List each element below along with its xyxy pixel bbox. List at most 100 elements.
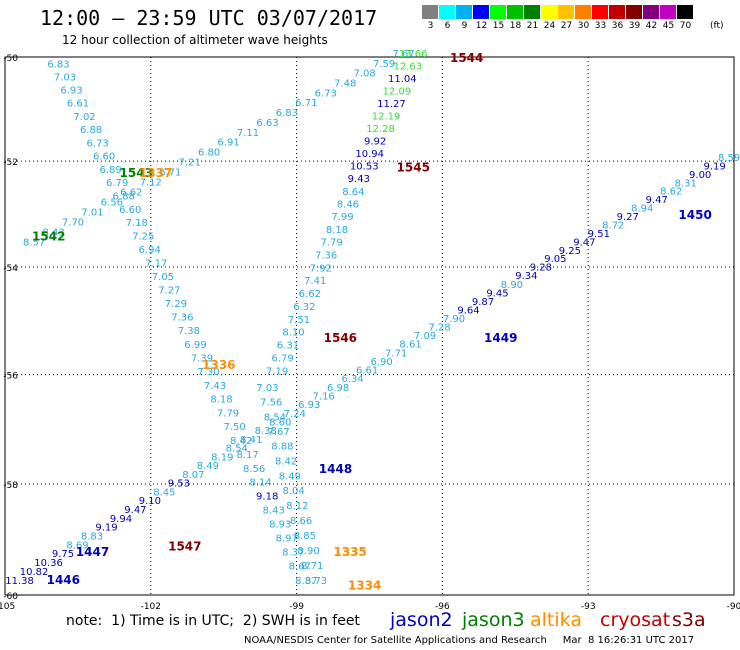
wave-height-label: 7.09 — [414, 331, 436, 342]
scale-swatch — [422, 5, 439, 19]
wave-height-label: 7.27 — [158, 285, 180, 296]
wave-height-label: 7.99 — [331, 212, 353, 223]
wave-height-label: 8.88 — [271, 442, 293, 453]
wave-height-label: 8.69 — [66, 540, 88, 551]
wave-height-label: 9.18 — [256, 492, 278, 503]
wave-height-label: 9.10 — [139, 496, 161, 507]
wave-height-label: 6.71 — [295, 98, 317, 109]
wave-height-label: 9.34 — [515, 271, 537, 282]
wave-height-label: 13.66 — [399, 49, 428, 60]
scale-cell: 36 — [609, 5, 626, 31]
wave-height-label: 7.56 — [260, 398, 282, 409]
wave-height-label: 10.53 — [350, 162, 379, 173]
wave-height-label: 8.49 — [197, 461, 219, 472]
scale-label: 33 — [594, 21, 607, 31]
wave-height-label: 6.83 — [276, 108, 298, 119]
pass-number-label: 1546 — [324, 331, 357, 345]
scale-label: 42 — [645, 21, 658, 31]
wave-height-label: 8.83 — [81, 531, 103, 542]
scale-label: 24 — [543, 21, 556, 31]
wave-height-label: 11.04 — [388, 74, 417, 85]
wave-height-label: 8.61 — [399, 340, 421, 351]
wave-height-label: 6.62 — [299, 289, 321, 300]
pass-number-label: 1544 — [450, 51, 483, 65]
wave-height-label: 7.51 — [288, 315, 310, 326]
wave-height-label: 8.04 — [282, 486, 304, 497]
wave-height-label: 7.21 — [179, 158, 201, 169]
scale-label: 9 — [461, 21, 468, 31]
wave-height-label: 6.31 — [277, 341, 299, 352]
wave-height-label: 8.59 — [718, 153, 740, 164]
scale-swatch — [473, 5, 490, 19]
wave-height-label: 12.63 — [393, 61, 422, 72]
wave-height-label: 6.60 — [119, 205, 141, 216]
scale-swatch — [609, 5, 626, 19]
wave-height-label: 11.27 — [377, 99, 406, 110]
wave-height-label: 8.19 — [211, 452, 233, 463]
wave-height-label: 7.79 — [217, 408, 239, 419]
wave-height-label: 9.27 — [617, 212, 639, 223]
scale-cell: 21 — [524, 5, 541, 31]
wave-height-label: 7.38 — [178, 326, 200, 337]
pass-number-label: 1543 — [120, 166, 153, 180]
wave-height-label: 8.37 — [295, 576, 317, 587]
scale-cell: 3 — [422, 5, 439, 31]
wave-height-label: 7.71 — [385, 348, 407, 359]
lat-tick-label: -52 — [3, 158, 18, 168]
pass-number-label: 1547 — [168, 539, 201, 553]
scale-cell: 18 — [507, 5, 524, 31]
wave-height-label: 9.92 — [364, 136, 386, 147]
wave-height-label: 9.05 — [544, 254, 566, 265]
wave-height-label: 8.46 — [337, 200, 359, 211]
scale-cell: 39 — [626, 5, 643, 31]
pass-number-label: 1449 — [484, 331, 517, 345]
legend-entry: jason3 — [462, 609, 525, 631]
wave-height-label: 6.61 — [356, 366, 378, 377]
wave-height-label: 8.54 — [226, 444, 248, 455]
wave-height-label: 8.72 — [602, 220, 624, 231]
pass-number-label: 1336 — [202, 358, 235, 372]
scale-label: 3 — [427, 21, 434, 31]
wave-height-label: 7.25 — [132, 232, 154, 243]
wave-height-label: 6.90 — [370, 357, 392, 368]
pass-number-label: 1334 — [348, 578, 381, 592]
wave-height-label: 6.32 — [293, 302, 315, 313]
wave-height-label: 8.94 — [631, 204, 653, 215]
wave-height-label: 6.88 — [113, 191, 135, 202]
wave-height-label: 8.90 — [297, 546, 319, 557]
wave-height-label: 7.36 — [171, 313, 193, 324]
lon-tick-label: -102 — [141, 602, 161, 612]
wave-height-label: 7.08 — [354, 69, 376, 80]
scale-label: 70 — [679, 21, 692, 31]
lon-tick-label: -105 — [0, 602, 15, 612]
wave-height-label: 8.64 — [342, 187, 364, 198]
scale-swatch — [677, 5, 694, 19]
wave-height-label: 6.80 — [198, 148, 220, 159]
wave-height-label: 7.67 — [392, 49, 414, 60]
wave-height-label: 7.16 — [313, 391, 335, 402]
scale-cell: 15 — [490, 5, 507, 31]
wave-height-label: 8.38 — [255, 426, 277, 437]
scale-swatch — [456, 5, 473, 19]
scale-swatch — [643, 5, 660, 19]
scale-cell: 33 — [592, 5, 609, 31]
scale-swatch — [626, 5, 643, 19]
wave-height-label: 7.17 — [145, 258, 167, 269]
wave-height-label: 7.50 — [223, 422, 245, 433]
wave-height-label: 8.43 — [263, 506, 285, 517]
wave-height-label: 6.34 — [342, 374, 364, 385]
wave-height-label: 9.43 — [348, 174, 370, 185]
lat-tick-label: -58 — [3, 481, 18, 491]
scale-label: 36 — [611, 21, 624, 31]
wave-height-label: 8.49 — [279, 471, 301, 482]
wave-height-label: 7.03 — [256, 383, 278, 394]
wave-height-label: 6.71 — [159, 168, 181, 179]
wave-height-label: 6.56 — [101, 198, 123, 209]
scale-cell: 12 — [473, 5, 490, 31]
wave-height-label: 7.67 — [268, 427, 290, 438]
wave-height-label: 9.94 — [110, 514, 132, 525]
lon-tick-label: -99 — [289, 602, 304, 612]
wave-height-label: 9.53 — [168, 479, 190, 490]
wave-height-label: 8.37 — [282, 548, 304, 559]
